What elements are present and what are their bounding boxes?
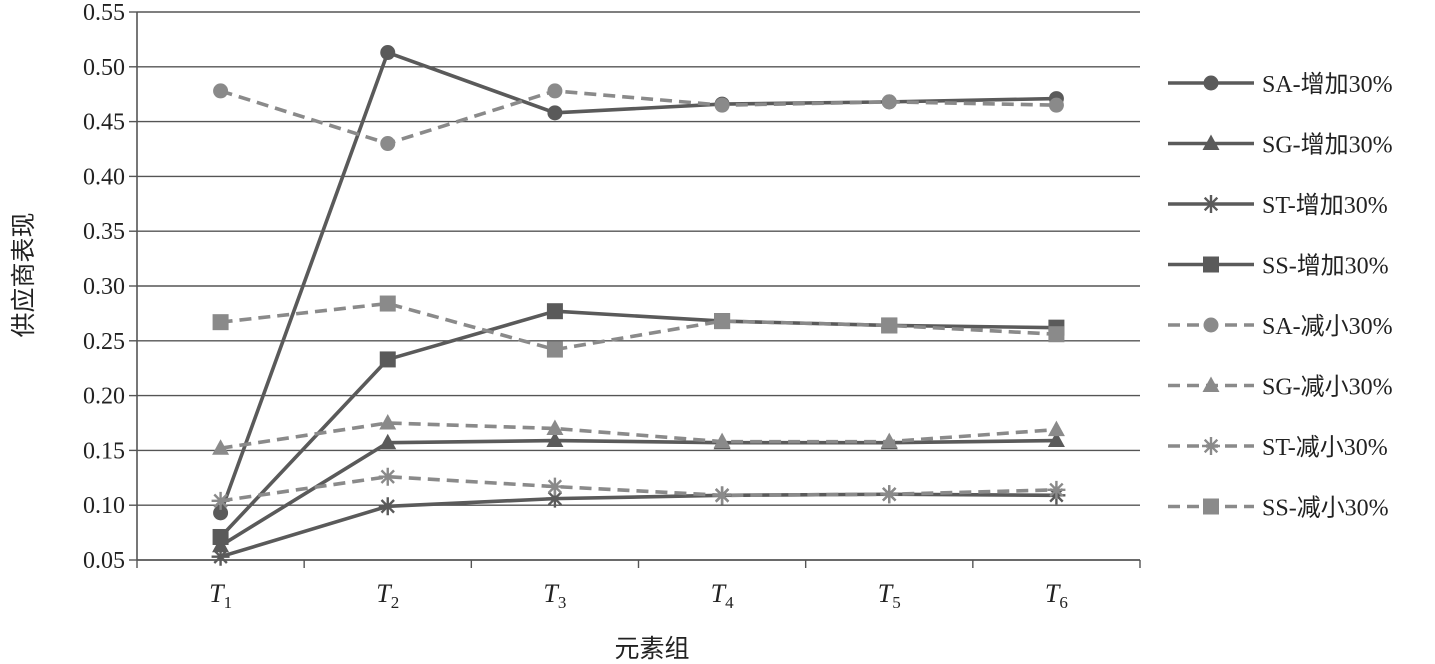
y-tick-label: 0.10: [83, 493, 125, 519]
series-dashed-star: [211, 467, 1066, 510]
data-point: [211, 547, 230, 566]
legend-marker: [1203, 317, 1219, 333]
series-line: [219, 309, 1057, 539]
series-line: [220, 301, 1057, 352]
data-point: [380, 136, 396, 152]
data-point: [546, 419, 564, 435]
series-solid-circle: [213, 45, 1064, 521]
data-point: [714, 97, 730, 113]
legend-marker: [1203, 75, 1219, 91]
data-point: [213, 83, 229, 99]
data-point: [545, 489, 564, 508]
y-tick-label: 0.50: [83, 55, 125, 81]
data-point: [881, 317, 898, 334]
y-axis-title: 供应商表现: [9, 212, 38, 337]
legend-marker: [1202, 376, 1220, 392]
legend-label: SA-减小30%: [1262, 313, 1393, 340]
y-tick-label: 0.25: [83, 329, 125, 355]
series-group: [211, 45, 1066, 566]
legend-marker: [1202, 195, 1220, 213]
x-tick-label: T4: [711, 579, 734, 612]
data-point: [379, 433, 397, 450]
legend-label: ST-减小30%: [1262, 434, 1388, 461]
data-point: [1047, 480, 1066, 499]
legend-item: SS-减小30%: [1168, 495, 1389, 522]
legend-item: SS-增加30%: [1168, 253, 1389, 280]
data-point: [379, 295, 396, 312]
series-line: [220, 474, 1057, 503]
data-point: [546, 341, 563, 358]
y-axis: 0.05 0.10 0.15 0.20 0.25 0.30 0.35 0.40 0.45 0.50…: [83, 0, 138, 574]
data-point: [880, 485, 899, 504]
data-point: [212, 528, 229, 545]
y-tick-label: 0.45: [83, 110, 125, 136]
data-point: [212, 439, 230, 455]
data-point: [380, 45, 396, 61]
data-point: [547, 105, 563, 121]
y-tick-label: 0.15: [83, 438, 125, 464]
x-tick-label: T1: [209, 579, 232, 612]
data-point: [714, 313, 731, 330]
x-axis-title: 元素组: [614, 634, 689, 663]
y-tick-label: 0.55: [83, 0, 125, 26]
x-tick-label: T6: [1045, 579, 1068, 612]
x-tick-label: T2: [376, 579, 399, 612]
data-point: [880, 432, 898, 449]
legend-label: ST-增加30%: [1262, 192, 1388, 219]
y-tick-label: 0.40: [83, 164, 125, 190]
series-solid-star: [211, 485, 1066, 566]
data-point: [378, 467, 397, 486]
series-line: [220, 89, 1057, 146]
series-line: [219, 438, 1057, 548]
x-tick-label: T3: [543, 579, 566, 612]
series-solid-square: [212, 303, 1065, 545]
legend-marker: [1203, 498, 1219, 515]
data-point: [713, 486, 732, 505]
series-dashed-square: [212, 295, 1065, 358]
legend-marker: [1202, 437, 1220, 455]
data-point: [213, 505, 229, 521]
legend-label: SS-减小30%: [1262, 495, 1389, 522]
x-axis: T1 T2 T3 T4 T5 T6: [136, 559, 1141, 612]
data-point: [378, 497, 397, 516]
legend-label: SG-减小30%: [1262, 374, 1393, 401]
grid-lines: [137, 11, 1140, 561]
legend-label: SS-增加30%: [1262, 253, 1389, 280]
legend-item: ST-增加30%: [1168, 192, 1388, 219]
data-point: [547, 83, 563, 99]
legend-item: SA-减小30%: [1168, 313, 1393, 340]
series-dashed-circle: [213, 83, 1064, 152]
data-point: [1047, 420, 1065, 437]
data-point: [1048, 97, 1064, 113]
data-point: [379, 414, 397, 430]
series-line: [220, 492, 1057, 559]
data-point: [1047, 431, 1065, 448]
y-tick-label: 0.05: [83, 548, 125, 574]
data-point: [379, 351, 396, 368]
data-point: [881, 94, 897, 110]
legend-item: SA-增加30%: [1168, 71, 1393, 98]
legend-marker: [1202, 134, 1220, 150]
y-tick-label: 0.20: [83, 384, 125, 410]
legend: SA-增加30% SG-增加30% ST-增加30% SS-增加30% SA-减小30%…: [1168, 71, 1393, 522]
series-line: [220, 421, 1057, 450]
data-point: [546, 303, 563, 320]
data-point: [1048, 326, 1065, 343]
legend-item: ST-减小30%: [1168, 434, 1388, 461]
data-point: [713, 432, 731, 449]
y-tick-label: 0.30: [83, 274, 125, 300]
data-point: [545, 477, 564, 496]
legend-label: SA-增加30%: [1262, 71, 1393, 98]
legend-item: SG-增加30%: [1168, 132, 1393, 159]
series-dashed-triangle: [212, 414, 1065, 455]
legend-label: SG-增加30%: [1262, 132, 1393, 159]
data-point: [212, 314, 229, 331]
data-point: [211, 491, 230, 510]
legend-item: SG-减小30%: [1168, 374, 1393, 401]
data-point: [546, 431, 564, 448]
legend-marker: [1203, 256, 1219, 273]
x-tick-label: T5: [878, 579, 901, 612]
y-tick-label: 0.35: [83, 219, 125, 245]
